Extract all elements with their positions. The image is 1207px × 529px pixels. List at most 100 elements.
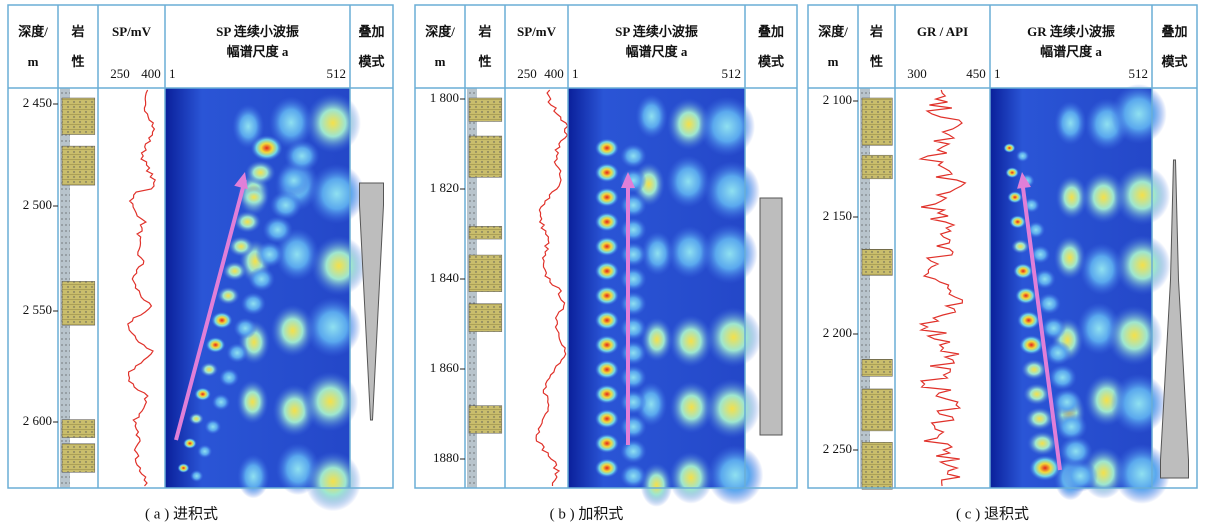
blob xyxy=(666,156,710,208)
blob xyxy=(620,144,646,168)
log-curve xyxy=(536,90,568,486)
lith-header: 岩 xyxy=(70,24,84,39)
mode-header: 模式 xyxy=(758,54,784,69)
blob xyxy=(237,380,269,424)
blob xyxy=(1027,431,1057,455)
sand-bed xyxy=(469,304,502,332)
blob xyxy=(1016,150,1029,162)
blob xyxy=(620,193,646,217)
blob xyxy=(595,335,619,354)
caption: ( a ) 进积式 xyxy=(145,505,218,522)
scale-min: 1 xyxy=(994,66,1001,81)
lith-header: 性 xyxy=(870,54,883,69)
blob xyxy=(270,191,302,220)
blob xyxy=(1021,359,1047,380)
blob xyxy=(1013,263,1033,279)
blob xyxy=(1007,191,1022,203)
blob xyxy=(1106,306,1162,366)
depth-tick-label: 2 150 xyxy=(823,208,852,223)
blob xyxy=(1063,460,1098,492)
blob xyxy=(707,445,763,505)
log-min: 250 xyxy=(110,66,130,81)
caption: ( c ) 退积式 xyxy=(956,505,1029,522)
scalogram-title: 幅谱尺度 a xyxy=(227,44,289,59)
log-max: 400 xyxy=(544,66,564,81)
scale-max: 512 xyxy=(1129,66,1149,81)
sand-bed xyxy=(62,420,95,438)
depth-tick-label: 2 200 xyxy=(823,325,852,340)
blob xyxy=(194,388,211,401)
blob xyxy=(595,434,619,453)
depth-tick-label: 1 800 xyxy=(430,90,459,105)
blob xyxy=(620,316,646,340)
depth-tick-label: 2 100 xyxy=(823,92,852,107)
blob xyxy=(640,463,672,507)
blob xyxy=(228,236,254,257)
blob xyxy=(1025,407,1054,430)
blob xyxy=(620,267,646,291)
scalogram-title: 幅谱尺度 a xyxy=(1040,44,1102,59)
depth-header: 深度/ xyxy=(18,24,48,39)
sand-bed xyxy=(62,146,95,185)
blob xyxy=(305,297,361,357)
sand-bed xyxy=(862,249,892,275)
blob xyxy=(595,163,619,182)
blob xyxy=(1111,84,1167,144)
blob xyxy=(226,343,248,363)
blob xyxy=(1054,101,1086,145)
blob xyxy=(620,415,646,439)
blob xyxy=(620,390,646,414)
blob xyxy=(1048,365,1076,391)
sand-bed xyxy=(62,98,95,135)
blob xyxy=(197,445,212,459)
depth-tick-label: 2 450 xyxy=(23,95,52,110)
scalogram-title: SP 连续小波振 xyxy=(615,24,698,39)
blob xyxy=(620,169,646,193)
mode-header: 叠加 xyxy=(1161,24,1187,39)
blob xyxy=(237,454,269,498)
blob xyxy=(251,135,283,161)
lith-header: 岩 xyxy=(869,24,883,39)
sand-bed xyxy=(862,389,892,431)
blob xyxy=(234,318,257,339)
blob xyxy=(1023,383,1050,405)
blob xyxy=(702,224,758,284)
blob xyxy=(595,261,619,280)
blob xyxy=(1009,215,1026,228)
scale-max: 512 xyxy=(722,66,742,81)
blob xyxy=(620,439,646,463)
log-header: SP/mV xyxy=(112,24,152,39)
blob xyxy=(636,94,668,138)
stacking-mode xyxy=(360,183,384,420)
blob xyxy=(1003,143,1015,153)
lith-header: 岩 xyxy=(477,24,491,39)
sand-bed xyxy=(862,359,892,376)
blob xyxy=(704,161,760,221)
log-curve xyxy=(128,90,155,486)
depth-tick-label: 2 550 xyxy=(23,302,52,317)
scale-max: 512 xyxy=(327,66,347,81)
blob xyxy=(223,261,247,280)
blob xyxy=(699,97,755,157)
scale-min: 1 xyxy=(572,66,579,81)
blob xyxy=(1015,287,1036,304)
blob xyxy=(1017,311,1040,329)
blob xyxy=(620,366,646,390)
mode-header: 模式 xyxy=(358,54,384,69)
blob xyxy=(206,337,226,353)
depth-tick-label: 2 600 xyxy=(23,413,52,428)
depth-tick-label: 1 860 xyxy=(430,360,459,375)
blob xyxy=(669,452,713,504)
blob xyxy=(263,216,293,243)
blob xyxy=(595,237,619,256)
sand-bed xyxy=(469,406,502,434)
sand-bed xyxy=(62,281,95,325)
sand-bed xyxy=(469,136,502,177)
sand-bed xyxy=(862,98,892,145)
blob xyxy=(219,368,239,386)
blob xyxy=(595,360,619,379)
sand-bed xyxy=(62,444,95,473)
sand-bed xyxy=(469,98,502,121)
